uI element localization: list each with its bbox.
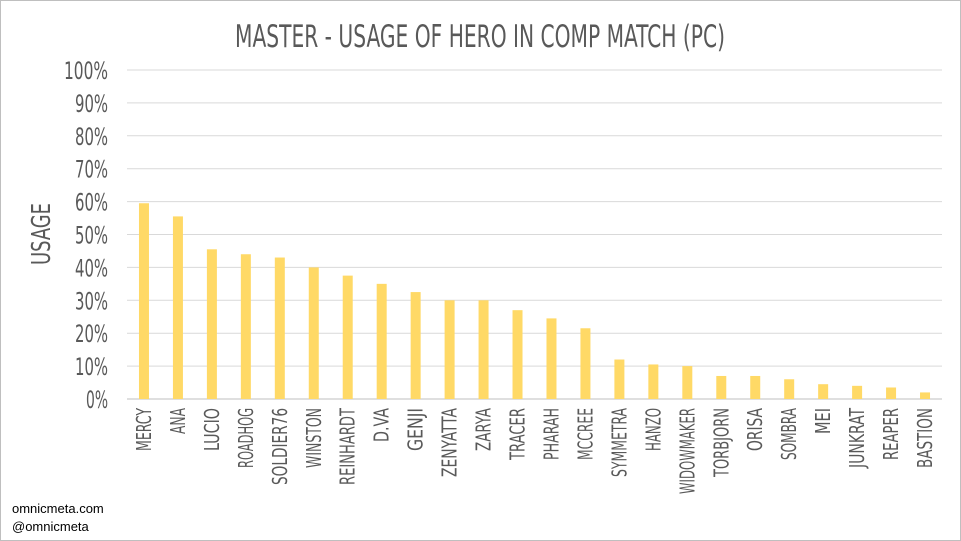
x-tick-label: REINHARDT xyxy=(336,407,360,485)
x-tick-label: MERCY xyxy=(132,407,156,451)
y-tick-labels: 0% 10% 20% 30% 40% 50% 60% 70% 80% 90% 100% xyxy=(64,57,108,414)
x-tick-label: SYMMETRA xyxy=(607,408,631,477)
x-tick-label: ORISA xyxy=(743,407,767,451)
x-tick-label: JUNKRAT xyxy=(845,407,869,469)
bar-pharah xyxy=(546,318,557,399)
x-tick-label: PHARAH xyxy=(539,408,563,460)
bar-mccree xyxy=(580,328,591,399)
bar-symmetra xyxy=(614,359,625,399)
footer-handle: @omnicmeta xyxy=(12,519,89,534)
bar-widowmaker xyxy=(682,366,693,399)
bar-genji xyxy=(410,292,421,399)
bar-bastion xyxy=(920,392,931,399)
bar-reaper xyxy=(886,387,897,399)
y-tick-label: 20% xyxy=(75,320,108,348)
bar-lucio xyxy=(206,249,217,399)
y-tick-label: 90% xyxy=(75,90,108,118)
bar-ana xyxy=(172,216,183,399)
x-tick-label: ROADHOG xyxy=(234,408,258,468)
x-tick-labels: MERCY ANA LUCIO ROADHOG SOLDIER76 WINSTON REIN… xyxy=(132,407,937,494)
bar-winston xyxy=(308,267,319,399)
bar-orisa xyxy=(750,375,761,399)
bar-mercy xyxy=(138,203,149,399)
bar-reinhardt xyxy=(342,275,353,399)
x-tick-label: MCCREE xyxy=(573,408,597,460)
bar-junkrat xyxy=(852,385,863,399)
bar-tracer xyxy=(512,310,523,399)
x-tick-label: SOLDIER76 xyxy=(268,408,292,485)
x-tick-label: SOMBRA xyxy=(777,408,801,460)
bar-sombra xyxy=(784,379,795,399)
footer: omnicmeta.com @omnicmeta xyxy=(12,500,104,536)
y-tick-label: 100% xyxy=(64,57,108,85)
y-tick-label: 70% xyxy=(75,156,108,184)
y-tick-label: 60% xyxy=(75,189,108,217)
x-tick-label: WIDOWMAKER xyxy=(675,408,699,494)
x-tick-label: TORBJORN xyxy=(709,408,733,478)
bar-torbjorn xyxy=(716,375,727,399)
footer-website: omnicmeta.com xyxy=(12,501,104,516)
x-tick-label: REAPER xyxy=(879,408,903,460)
y-tick-label: 0% xyxy=(86,386,108,414)
gridlines xyxy=(127,69,942,400)
x-tick-label: GENJI xyxy=(404,408,428,451)
x-tick-label: TRACER xyxy=(506,408,530,461)
bar-zenyatta xyxy=(444,300,455,399)
bar-hanzo xyxy=(648,364,659,399)
y-axis-label: USAGE xyxy=(27,203,57,265)
bar-soldier76 xyxy=(274,257,285,399)
y-tick-label: 40% xyxy=(75,254,108,282)
x-tick-label: MEI xyxy=(811,408,835,434)
x-tick-label: ZARYA xyxy=(472,407,496,451)
bar-mei xyxy=(818,384,829,399)
y-tick-label: 30% xyxy=(75,287,108,315)
x-tick-label: LUCIO xyxy=(200,408,224,451)
x-tick-label: ANA xyxy=(166,408,190,434)
y-tick-label: 10% xyxy=(75,353,108,381)
bar-d-va xyxy=(376,283,387,399)
bars xyxy=(138,203,931,399)
bar-zarya xyxy=(478,300,489,399)
bar-roadhog xyxy=(240,254,251,399)
chart-title: MASTER - USAGE OF HERO IN COMP MATCH (PC… xyxy=(235,19,725,55)
y-tick-label: 80% xyxy=(75,123,108,151)
x-tick-label: HANZO xyxy=(641,408,665,451)
x-tick-label: BASTION xyxy=(913,408,937,468)
x-tick-label: D.VA xyxy=(370,407,394,442)
x-tick-label: ZENYATTA xyxy=(438,407,462,477)
y-tick-label: 50% xyxy=(75,222,108,250)
x-tick-label: WINSTON xyxy=(302,408,326,468)
